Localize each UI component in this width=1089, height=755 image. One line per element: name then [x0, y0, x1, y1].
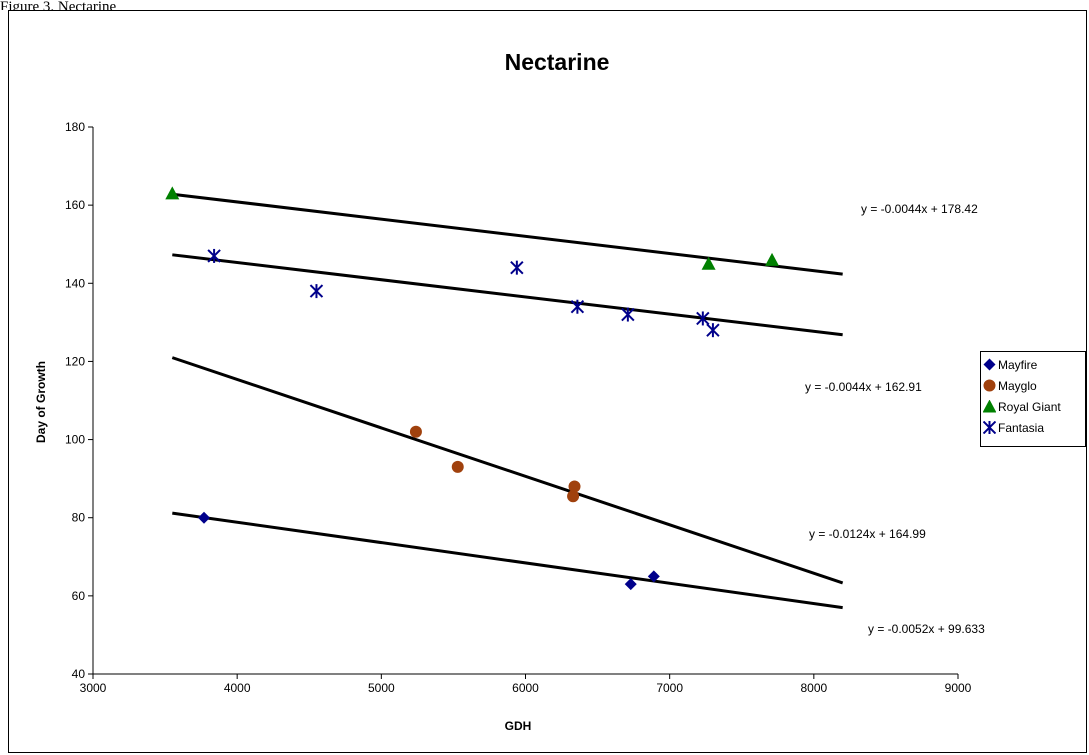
point-fantasia	[207, 248, 221, 263]
trendline-mayfire	[172, 511, 843, 610]
y-tick-label: 40	[72, 667, 86, 681]
legend-item-fantasia: Fantasia	[983, 417, 1085, 438]
legend-label: Royal Giant	[998, 399, 1061, 414]
point-fantasia	[510, 260, 524, 275]
y-tick-label: 160	[65, 198, 85, 212]
x-tick-label: 5000	[368, 681, 395, 695]
trendline-equation: y = -0.0044x + 162.91	[805, 380, 922, 394]
point-fantasia	[570, 299, 585, 314]
legend-marker	[983, 400, 996, 413]
point-mayfire	[624, 578, 637, 591]
point-mayglo	[409, 425, 422, 438]
x-tick-label: 9000	[945, 681, 972, 695]
y-tick-label: 80	[72, 511, 86, 525]
y-tick-label: 60	[72, 589, 86, 603]
trendline-equation: y = -0.0124x + 164.99	[809, 527, 926, 541]
x-tick-label: 7000	[656, 681, 683, 695]
y-tick-label: 140	[65, 276, 85, 290]
point-royal-giant	[765, 252, 780, 266]
figure-caption: Figure 3. Nectarine	[0, 0, 117, 10]
legend-label: Mayfire	[998, 357, 1038, 372]
asterisk-marker-icon	[983, 421, 996, 434]
legend-item-mayglo: Mayglo	[983, 375, 1085, 396]
trendline-royal-giant	[172, 192, 843, 276]
legend-item-mayfire: Mayfire	[983, 354, 1085, 375]
point-fantasia	[309, 284, 324, 299]
y-tick-label: 120	[65, 354, 85, 368]
diamond-marker-icon	[983, 358, 996, 371]
trendline-equations: y = -0.0044x + 178.42 y = -0.0044x + 162.…	[805, 202, 985, 636]
point-fantasia	[696, 311, 710, 326]
trendline-equation: y = -0.0052x + 99.633	[868, 622, 985, 636]
point-mayfire	[198, 511, 211, 524]
chart-title: Nectarine	[505, 49, 610, 75]
point-fantasia	[706, 323, 720, 338]
point-mayglo	[568, 480, 581, 493]
trendline-equation: y = -0.0044x + 178.42	[861, 202, 978, 216]
legend-marker	[983, 379, 996, 392]
x-tick-label: 6000	[512, 681, 539, 695]
trendline-fantasia	[172, 253, 843, 337]
point-mayglo	[451, 460, 464, 473]
y-tick-label: 180	[65, 120, 85, 134]
x-axis-title: GDH	[505, 719, 532, 733]
legend-label: Fantasia	[998, 420, 1045, 435]
point-royal-giant	[701, 256, 716, 270]
x-tick-label: 4000	[224, 681, 251, 695]
circle-marker-icon	[983, 379, 996, 392]
legend-marker	[983, 421, 996, 434]
legend-marker	[983, 358, 996, 371]
y-tick-label: 100	[65, 433, 85, 447]
legend-item-royal-giant: Royal Giant	[983, 396, 1085, 417]
y-axis-title: Day of Growth	[34, 361, 48, 443]
point-mayfire	[647, 570, 660, 583]
point-royal-giant	[165, 186, 180, 200]
trendline-mayglo	[171, 356, 844, 585]
x-tick-label: 8000	[800, 681, 827, 695]
chart-frame	[8, 10, 1087, 753]
data-markers	[165, 186, 780, 591]
trendlines	[171, 192, 844, 610]
legend: Mayfire Mayglo Royal Giant Fantasia	[980, 351, 1086, 447]
point-fantasia	[621, 307, 635, 322]
axes: 40 60 80 100 120 140 160 180 3000 4000 5000 6000 700…	[65, 120, 972, 695]
triangle-marker-icon	[983, 400, 996, 413]
point-mayglo	[567, 490, 580, 503]
legend-label: Mayglo	[998, 378, 1037, 393]
x-tick-label: 3000	[80, 681, 107, 695]
